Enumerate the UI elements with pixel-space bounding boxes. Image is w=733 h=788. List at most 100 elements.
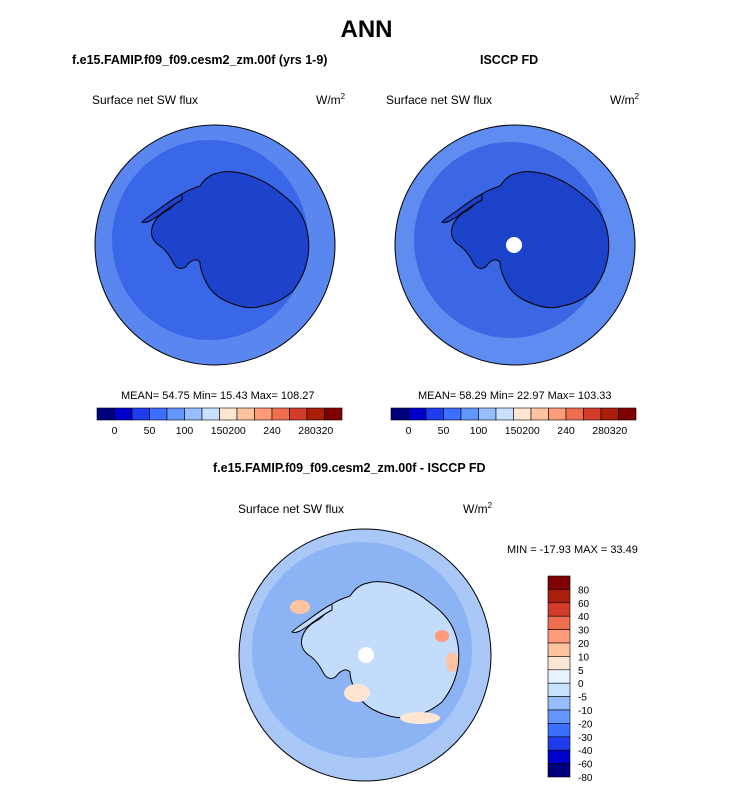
colorbar-tick-label: -5: [578, 693, 587, 704]
panel-3-title: f.e15.FAMIP.f09_f09.cesm2_zm.00f - ISCCP…: [213, 461, 486, 475]
panel-3-colorbar: 80 60 40 30 20 10 5 0 -5 -10 -20 -30 -40 -60 -80: [547, 575, 593, 784]
colorbar-tick-label: 40: [578, 612, 590, 623]
panel-2-map: [394, 124, 636, 366]
colorbar-box: [495, 407, 514, 421]
colorbar-box: [236, 407, 255, 421]
colorbar-tick-label: 240: [557, 425, 575, 437]
colorbar-box: [547, 575, 571, 590]
colorbar-box: [547, 723, 571, 738]
panel-2-units-base: W/m: [610, 93, 635, 107]
colorbar-box: [547, 736, 571, 751]
colorbar-tick-label: 100: [470, 425, 488, 437]
panel-2-units-exp: 2: [634, 92, 640, 101]
colorbar-box: [547, 629, 571, 644]
panel-1-map: [94, 124, 336, 366]
colorbar-box: [600, 407, 619, 421]
colorbar-tick-label: -60: [578, 760, 593, 771]
colorbar-tick-label: 280: [298, 425, 316, 437]
colorbar-box: [219, 407, 238, 421]
colorbar-box: [149, 407, 168, 421]
panel-1-variable: Surface net SW flux: [92, 93, 199, 107]
colorbar-box: [547, 709, 571, 724]
figure-title: ANN: [340, 16, 393, 43]
panel-2-units: W/m2: [610, 92, 639, 107]
colorbar-box: [565, 407, 584, 421]
colorbar-box: [96, 407, 115, 421]
colorbar-box: [443, 407, 462, 421]
colorbar-tick-label: 150: [505, 425, 523, 437]
colorbar-tick-label: 5: [578, 666, 584, 677]
panel-3-map: [238, 528, 492, 782]
panel-3-polar-hole: [358, 647, 374, 663]
colorbar-box: [408, 407, 427, 421]
colorbar-box: [289, 407, 308, 421]
colorbar-tick-label: 200: [522, 425, 540, 437]
colorbar-box: [530, 407, 549, 421]
panel-3-units: W/m2: [463, 501, 492, 516]
colorbar-box: [618, 407, 637, 421]
panel-1-title: f.e15.FAMIP.f09_f09.cesm2_zm.00f (yrs 1-…: [72, 53, 328, 67]
panel-1-units: W/m2: [316, 92, 345, 107]
colorbar-box: [166, 407, 185, 421]
colorbar-box: [425, 407, 444, 421]
colorbar-box: [460, 407, 479, 421]
colorbar-tick-label: -40: [578, 746, 593, 757]
colorbar-tick-label: -10: [578, 706, 593, 717]
panel-1-units-base: W/m: [316, 93, 341, 107]
panel-1-stats: MEAN= 54.75 Min= 15.43 Max= 108.27: [121, 390, 315, 402]
panel-3-anomaly-patch: [400, 712, 440, 724]
colorbar-tick-label: 320: [316, 425, 334, 437]
colorbar-tick-label: -30: [578, 733, 593, 744]
colorbar-tick-label: 30: [578, 626, 590, 637]
colorbar-tick-label: 20: [578, 639, 590, 650]
colorbar-tick-label: 60: [578, 599, 590, 610]
panel-2-stats: MEAN= 58.29 Min= 22.97 Max= 103.33: [418, 390, 612, 402]
colorbar-box: [547, 615, 571, 630]
colorbar-box: [131, 407, 150, 421]
panel-3-variable: Surface net SW flux: [238, 502, 345, 516]
colorbar-box: [547, 669, 571, 684]
colorbar-tick-label: -20: [578, 719, 593, 730]
colorbar-tick-label: 80: [578, 585, 590, 596]
colorbar-tick-label: 200: [228, 425, 246, 437]
panel-1-units-exp: 2: [340, 92, 346, 101]
colorbar-box: [306, 407, 325, 421]
panel-2-variable: Surface net SW flux: [386, 93, 493, 107]
colorbar-box: [201, 407, 220, 421]
colorbar-box: [547, 589, 571, 604]
colorbar-tick-label: 150: [211, 425, 229, 437]
colorbar-box: [548, 407, 567, 421]
colorbar-tick-label: 320: [610, 425, 628, 437]
colorbar-tick-label: 10: [578, 652, 590, 663]
panel-3-stats: MIN = -17.93 MAX = 33.49: [507, 544, 638, 556]
colorbar-tick-label: 240: [263, 425, 281, 437]
colorbar-tick-label: 0: [112, 425, 118, 437]
colorbar-box: [271, 407, 290, 421]
colorbar-box: [184, 407, 203, 421]
colorbar-tick-label: 280: [592, 425, 610, 437]
panel-3-anomaly-patch: [446, 652, 458, 672]
panel-3-anomaly-patch: [344, 684, 370, 702]
panel-2-polar-hole: [506, 237, 522, 253]
colorbar-box: [547, 763, 571, 778]
colorbar-box: [390, 407, 409, 421]
colorbar-tick-label: -80: [578, 773, 593, 784]
colorbar-box: [478, 407, 497, 421]
colorbar-box: [547, 602, 571, 617]
colorbar-box: [547, 696, 571, 711]
colorbar-box: [547, 656, 571, 671]
colorbar-box: [114, 407, 133, 421]
colorbar-tick-label: 0: [578, 679, 584, 690]
colorbar-tick-label: 50: [144, 425, 156, 437]
panel-3-units-base: W/m: [463, 502, 488, 516]
panel-3-anomaly-patch: [290, 600, 310, 614]
colorbar-box: [254, 407, 273, 421]
panel-2-title: ISCCP FD: [480, 53, 539, 67]
colorbar-box: [583, 407, 602, 421]
panel-3-units-exp: 2: [487, 501, 493, 510]
panel-3-anomaly-patch: [435, 630, 449, 642]
panel-1-colorbar: 0 50 100 150 200 240 280 320: [96, 407, 343, 437]
colorbar-tick-label: 0: [406, 425, 412, 437]
colorbar-tick-label: 100: [176, 425, 194, 437]
